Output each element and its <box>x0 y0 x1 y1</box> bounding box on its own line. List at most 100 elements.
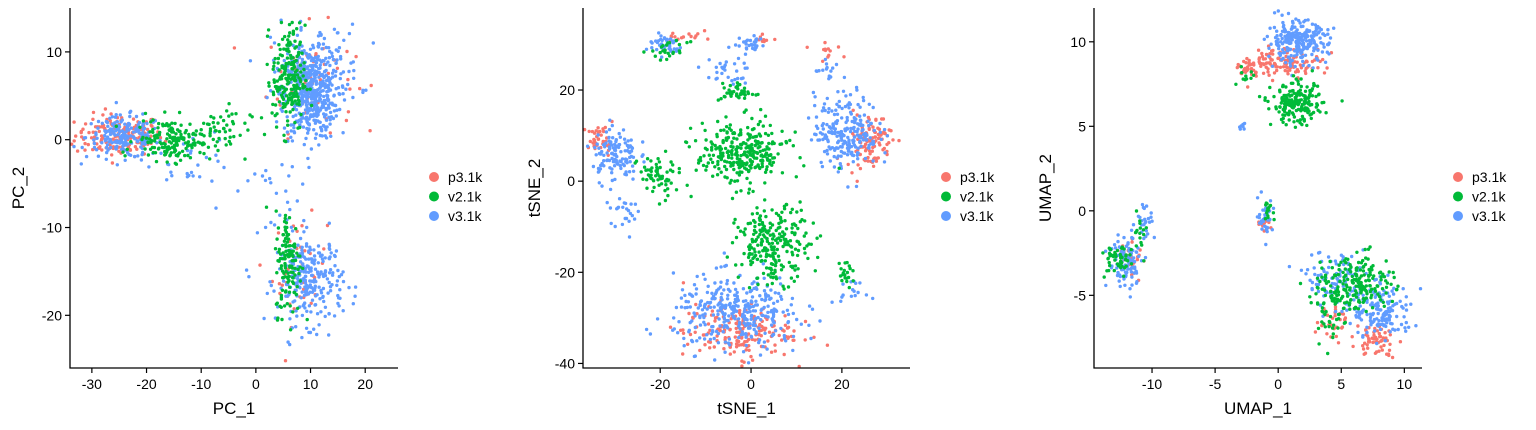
data-point <box>141 119 146 123</box>
data-point <box>728 328 732 332</box>
data-point <box>793 264 798 268</box>
data-point <box>216 159 220 163</box>
data-point <box>622 201 626 205</box>
data-point <box>258 263 262 267</box>
data-point <box>727 45 731 49</box>
data-point <box>288 328 293 332</box>
data-point <box>326 60 330 64</box>
data-point <box>308 248 313 252</box>
data-point <box>755 206 759 210</box>
data-point <box>753 338 757 342</box>
data-point <box>1291 88 1295 93</box>
data-point <box>145 121 149 126</box>
data-point <box>268 176 272 181</box>
data-point <box>165 122 169 126</box>
data-point <box>762 209 766 213</box>
data-point <box>222 165 226 170</box>
data-point <box>339 273 344 277</box>
data-point <box>705 290 710 295</box>
data-point <box>315 70 319 75</box>
data-point <box>1235 65 1240 70</box>
data-point <box>321 294 325 299</box>
data-point <box>1352 298 1356 302</box>
data-point <box>369 83 373 88</box>
data-point <box>114 100 119 105</box>
data-point <box>1118 274 1123 279</box>
data-point <box>285 233 289 238</box>
data-point <box>745 161 749 165</box>
data-point <box>744 299 748 303</box>
data-point <box>271 92 276 97</box>
data-point <box>694 292 698 296</box>
data-point <box>1128 253 1132 257</box>
data-point <box>129 109 133 114</box>
data-point <box>687 32 691 36</box>
data-point <box>319 310 323 314</box>
data-point <box>155 136 160 140</box>
data-point <box>152 145 157 150</box>
data-point <box>310 97 314 101</box>
data-point <box>304 326 309 330</box>
data-point <box>716 159 720 164</box>
data-point <box>623 157 628 161</box>
data-point <box>1265 229 1269 234</box>
data-point <box>1354 313 1358 318</box>
data-point <box>1298 31 1302 36</box>
data-point <box>777 258 781 263</box>
data-point <box>1327 41 1331 45</box>
data-point <box>719 295 723 300</box>
data-point <box>659 37 663 42</box>
data-point <box>323 314 327 319</box>
data-point <box>1152 235 1157 240</box>
data-point <box>731 131 735 136</box>
data-point <box>707 58 711 62</box>
data-point <box>746 125 750 130</box>
data-point <box>1287 264 1292 269</box>
data-point <box>786 320 791 324</box>
data-point <box>1135 257 1140 262</box>
data-point <box>795 274 800 279</box>
data-point <box>704 138 708 142</box>
data-point <box>1334 262 1339 266</box>
data-point <box>758 353 763 357</box>
data-point <box>611 159 616 164</box>
data-point <box>599 163 603 168</box>
data-point <box>352 68 356 73</box>
data-point <box>760 162 764 166</box>
data-point <box>247 275 251 279</box>
data-point <box>1288 100 1292 104</box>
data-point <box>293 99 297 103</box>
data-point <box>842 133 846 138</box>
data-point <box>735 171 739 175</box>
data-point <box>740 314 745 318</box>
data-point <box>725 130 729 134</box>
data-point <box>302 293 307 298</box>
data-point <box>141 127 145 131</box>
data-point <box>310 298 315 302</box>
data-point <box>764 167 769 172</box>
data-point <box>771 160 776 165</box>
data-point <box>773 343 777 347</box>
data-point <box>752 255 756 259</box>
data-point <box>585 144 590 148</box>
data-point <box>288 285 292 289</box>
data-point <box>1363 351 1368 355</box>
data-point <box>327 46 331 50</box>
data-point <box>710 148 714 152</box>
data-point <box>358 86 362 91</box>
data-point <box>750 43 754 47</box>
data-point <box>304 115 309 120</box>
data-point <box>165 148 169 152</box>
data-point <box>1299 84 1304 89</box>
data-point <box>353 294 357 298</box>
data-point <box>192 138 196 142</box>
data-point <box>770 241 775 245</box>
data-point <box>165 178 169 182</box>
data-point <box>737 96 741 100</box>
data-point <box>1288 33 1293 37</box>
data-point <box>1301 63 1305 68</box>
data-point <box>874 117 878 122</box>
data-point <box>269 220 273 225</box>
data-point <box>1128 295 1133 299</box>
data-point <box>146 140 150 144</box>
